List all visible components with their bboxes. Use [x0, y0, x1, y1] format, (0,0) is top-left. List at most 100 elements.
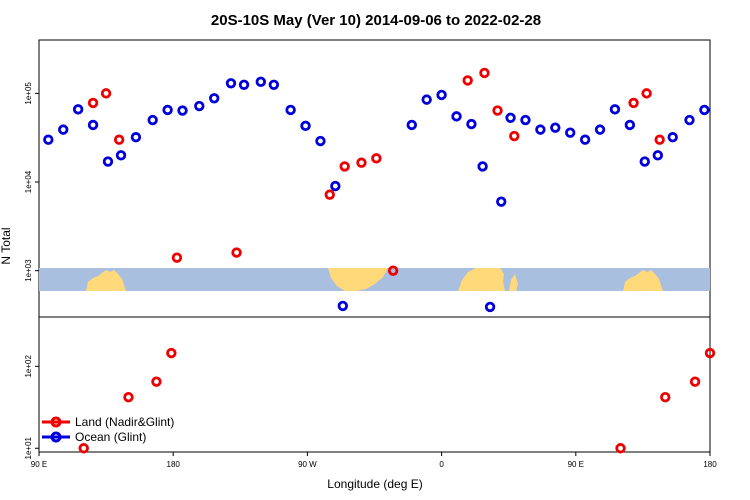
chart-title: 20S-10S May (Ver 10) 2014-09-06 to 2022-…: [211, 12, 541, 29]
ocean-point: [285, 104, 296, 116]
top-y-tick-label: 1e+05: [24, 82, 33, 105]
bottom-y-tick-label: 1e+02: [24, 355, 33, 378]
ocean-point: [315, 135, 326, 147]
x-axis-label: Longitude (deg E): [327, 477, 422, 491]
legend-label-ocean: Ocean (Glint): [75, 430, 146, 444]
ocean-point: [639, 156, 650, 167]
legend-label-land: Land (Nadir&Glint): [75, 415, 174, 429]
land-point: [660, 391, 671, 403]
legend-item-ocean: Ocean (Glint): [42, 430, 146, 444]
ocean-point: [300, 120, 311, 132]
ocean-point: [147, 114, 158, 126]
world-map-strip: [39, 268, 710, 291]
land-point: [462, 75, 473, 86]
ocean-point: [496, 196, 507, 207]
ocean-point: [594, 124, 606, 135]
map-land-south-america: [328, 268, 388, 291]
ocean-point: [330, 180, 341, 192]
land-point: [356, 157, 367, 168]
ocean-point: [130, 132, 142, 143]
land-point: [641, 88, 652, 99]
ocean-point: [624, 119, 636, 131]
ocean-point: [225, 78, 237, 89]
ocean-point: [550, 122, 561, 133]
ocean-point: [209, 93, 220, 104]
x-tick-label: 180: [167, 460, 181, 469]
ocean-point: [102, 156, 114, 167]
ocean-point: [667, 132, 678, 143]
x-tick-label: 90 E: [568, 460, 584, 469]
ocean-point: [72, 104, 84, 115]
land-point: [324, 189, 335, 200]
land-point: [113, 134, 125, 145]
bottom-plot-frame: [38, 316, 711, 453]
map-land-madagascar: [509, 274, 518, 291]
top-points: [43, 67, 710, 313]
land-point: [339, 161, 350, 172]
land-point: [78, 443, 89, 454]
land-point: [689, 376, 701, 387]
ocean-point: [520, 114, 531, 126]
x-tick-label: 180: [703, 460, 717, 469]
ocean-point: [337, 300, 349, 312]
land-point: [387, 265, 399, 276]
ocean-point: [58, 124, 69, 135]
legend: Land (Nadir&Glint) Ocean (Glint): [42, 415, 174, 444]
land-point: [231, 247, 242, 258]
land-point: [654, 134, 665, 145]
legend-marker-land: [50, 416, 62, 428]
ocean-point: [268, 79, 280, 90]
land-point: [492, 105, 503, 116]
ocean-point: [466, 118, 477, 130]
ocean-point: [177, 105, 188, 116]
ocean-point: [699, 104, 710, 116]
land-point: [100, 88, 112, 99]
land-point: [628, 97, 639, 109]
land-point: [615, 443, 626, 454]
top-y-tick-label: 1e+03: [24, 259, 33, 282]
land-point: [371, 153, 382, 164]
land-point: [123, 391, 134, 403]
land-point: [509, 130, 520, 142]
ocean-point: [238, 79, 250, 90]
land-point: [479, 67, 490, 79]
y-axis-label: N Total: [0, 227, 13, 264]
top-panel: 1e+03 1e+04 1e+05: [24, 39, 711, 318]
bottom-y-tick-label: 1e+01: [24, 436, 33, 459]
legend-item-land: Land (Nadir&Glint): [42, 415, 174, 429]
ocean-point: [609, 104, 621, 115]
bottom-y-axis: 1e+01 1e+02: [24, 355, 39, 459]
map-land-africa: [458, 268, 505, 291]
map-land-australia: [86, 270, 126, 291]
legend-marker-ocean: [50, 431, 62, 443]
ocean-point: [477, 161, 488, 172]
ocean-point: [535, 124, 546, 135]
land-point: [166, 347, 177, 359]
ocean-point: [194, 100, 205, 112]
x-tick-label: 90 E: [31, 460, 47, 469]
land-point: [704, 347, 716, 359]
bottom-points: [78, 347, 716, 454]
ocean-point: [406, 119, 417, 131]
ocean-point: [421, 94, 432, 105]
ocean-point: [652, 150, 664, 161]
ocean-point: [505, 112, 516, 124]
ocean-point: [436, 89, 447, 101]
bottom-panel: 1e+01 1e+02: [24, 316, 716, 459]
ocean-point: [162, 104, 173, 116]
ocean-point: [43, 134, 54, 145]
ocean-point: [115, 150, 127, 161]
ocean-point: [451, 111, 462, 122]
land-point: [151, 376, 162, 387]
top-y-axis: 1e+03 1e+04 1e+05: [24, 82, 39, 282]
x-tick-label: 90 W: [298, 460, 317, 469]
ocean-point: [87, 119, 99, 131]
map-land-australia-repeat: [623, 270, 663, 291]
ocean-point: [579, 134, 591, 145]
land-point: [171, 252, 183, 263]
x-axis: 90 E 180 90 W 0 90 E 180: [31, 452, 717, 469]
x-tick-label: 0: [439, 460, 444, 469]
ocean-point: [255, 76, 267, 88]
ocean-point: [565, 127, 576, 138]
